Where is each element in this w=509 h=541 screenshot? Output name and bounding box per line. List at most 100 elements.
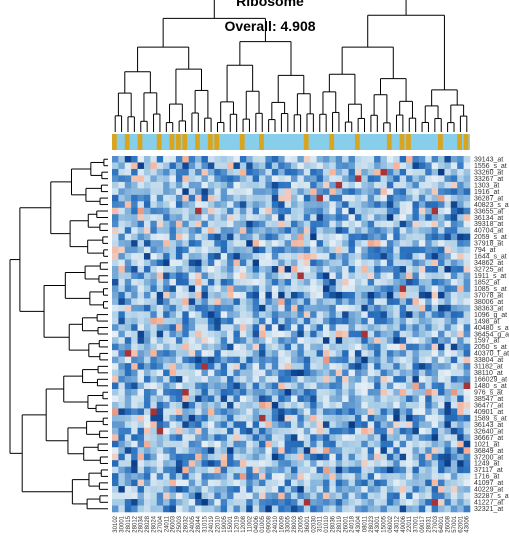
heatmap-cell	[361, 311, 369, 319]
heatmap-cell	[310, 408, 317, 416]
heatmap-cell	[431, 298, 439, 306]
heatmap-cell	[259, 304, 266, 312]
heatmap-cell	[303, 278, 311, 286]
row-label: 38006_at	[474, 299, 503, 306]
heatmap-cell	[418, 486, 426, 493]
heatmap-cell	[386, 447, 394, 455]
heatmap-cell	[393, 285, 400, 293]
heatmap-cell	[316, 427, 324, 435]
heatmap-cell	[201, 324, 209, 332]
heatmap-cell	[201, 492, 209, 500]
heatmap-cell	[348, 460, 356, 467]
heatmap-cell	[335, 156, 343, 163]
heatmap-cell	[380, 447, 388, 455]
heatmap-cell	[284, 214, 292, 222]
heatmap-cell	[182, 311, 190, 319]
heatmap-cell	[335, 356, 343, 364]
heatmap-cell	[386, 162, 394, 170]
heatmap-cell	[425, 486, 432, 493]
heatmap-cell	[233, 337, 241, 345]
heatmap-cell	[284, 395, 292, 403]
heatmap-cell	[335, 291, 343, 299]
heatmap-cell	[169, 259, 177, 267]
heatmap-cell	[188, 473, 196, 480]
heatmap-cell	[342, 304, 349, 312]
heatmap-cell	[259, 382, 266, 390]
heatmap-cell	[380, 401, 388, 409]
heatmap-cell	[393, 259, 400, 267]
heatmap-cell	[252, 453, 260, 461]
heatmap-cell	[367, 285, 375, 293]
heatmap-cell	[444, 278, 452, 286]
heatmap-cell	[137, 194, 145, 202]
heatmap-cell	[252, 227, 260, 234]
heatmap-cell	[265, 382, 273, 390]
heatmap-cell	[112, 350, 119, 357]
heatmap-cell	[380, 266, 388, 273]
heatmap-cell	[259, 175, 266, 183]
heatmap-cell	[354, 350, 362, 357]
annotation-group-cell	[124, 134, 130, 150]
heatmap-cell	[335, 227, 343, 234]
heatmap-cell	[412, 220, 420, 228]
heatmap-cell	[214, 168, 221, 176]
heatmap-cell	[220, 298, 228, 306]
heatmap-cell	[112, 401, 119, 409]
heatmap-cell	[450, 408, 458, 416]
heatmap-cell	[457, 492, 464, 500]
heatmap-cell	[399, 440, 407, 448]
heatmap-cell	[175, 220, 183, 228]
heatmap-cell	[291, 414, 298, 422]
heatmap-cell	[169, 343, 177, 351]
heatmap-cell	[188, 363, 196, 370]
heatmap-cell	[124, 505, 132, 513]
heatmap-cell	[188, 369, 196, 377]
heatmap-cell	[450, 220, 458, 228]
heatmap-cell	[438, 285, 445, 293]
heatmap-cell	[284, 421, 292, 429]
heatmap-cell	[463, 408, 471, 416]
heatmap-cell	[335, 473, 343, 480]
heatmap-cell	[297, 278, 305, 286]
column-label: 24010	[273, 515, 279, 532]
heatmap-cell	[252, 324, 260, 332]
heatmap-cell	[406, 408, 413, 416]
heatmap-cell	[412, 363, 420, 370]
heatmap-cell	[118, 486, 126, 493]
heatmap-cell	[163, 233, 170, 241]
heatmap-cell	[374, 363, 381, 370]
heatmap-cell	[214, 356, 221, 364]
heatmap-cell	[195, 227, 202, 234]
heatmap-cell	[207, 427, 215, 435]
heatmap-cell	[335, 414, 343, 422]
heatmap-cell	[284, 233, 292, 241]
heatmap-cell	[297, 162, 305, 170]
heatmap-cell	[169, 246, 177, 254]
heatmap-cell	[227, 427, 234, 435]
heatmap-cell	[342, 207, 349, 215]
heatmap-cell	[118, 466, 126, 474]
heatmap-cell	[259, 240, 266, 247]
heatmap-cell	[182, 162, 190, 170]
heatmap-cell	[361, 421, 369, 429]
heatmap-cell	[124, 479, 132, 487]
heatmap-cell	[246, 460, 253, 467]
heatmap-cell	[137, 382, 145, 390]
heatmap-cell	[239, 479, 247, 487]
heatmap-cell	[278, 401, 285, 409]
heatmap-cell	[112, 447, 119, 455]
heatmap-cell	[220, 240, 228, 247]
heatmap-cell	[169, 440, 177, 448]
heatmap-cell	[450, 499, 458, 506]
heatmap-cell	[361, 240, 369, 247]
heatmap-cell	[169, 473, 177, 480]
row-label: 37200_at	[474, 454, 503, 461]
heatmap-cell	[297, 492, 305, 500]
heatmap-cell	[214, 395, 221, 403]
heatmap-cell	[463, 486, 471, 493]
heatmap-cell	[316, 168, 324, 176]
heatmap-cell	[233, 240, 241, 247]
heatmap-cell	[354, 427, 362, 435]
heatmap-cell	[367, 453, 375, 461]
heatmap-cell	[310, 363, 317, 370]
